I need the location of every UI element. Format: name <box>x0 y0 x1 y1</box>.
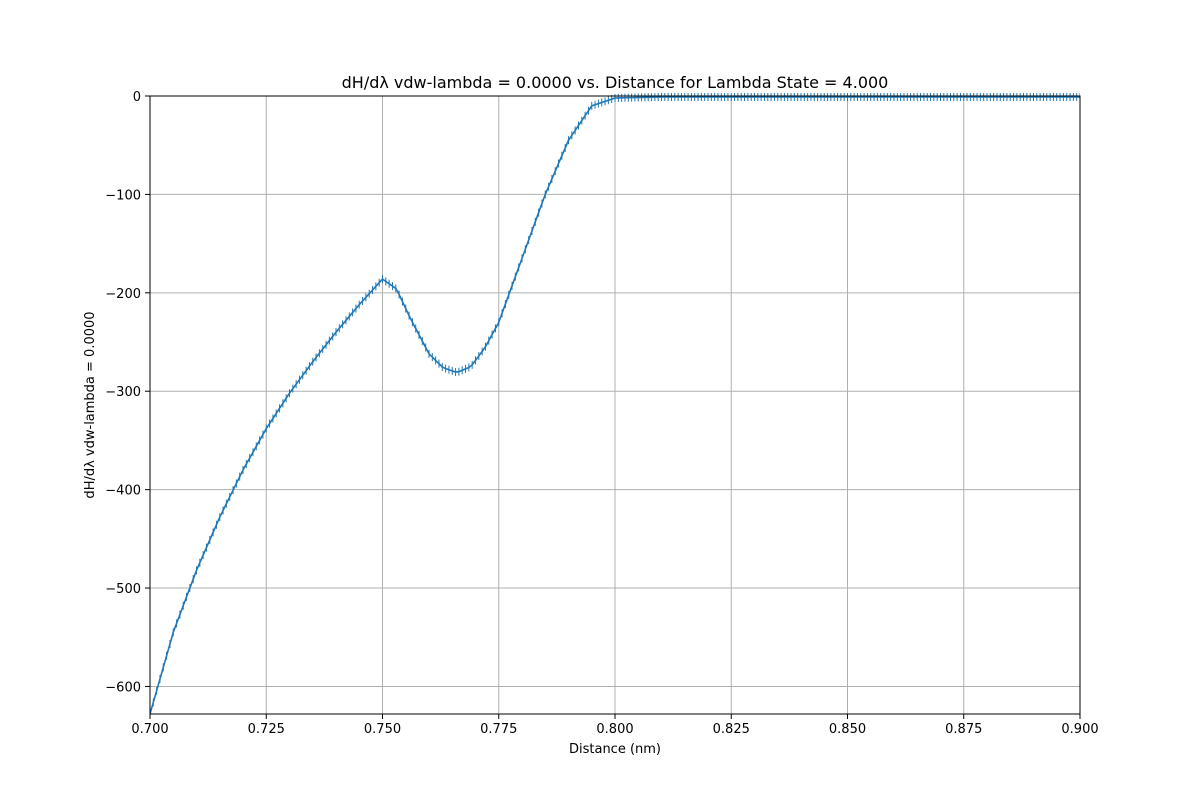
plot-frame <box>149 95 1081 715</box>
series-line <box>150 96 1080 714</box>
x-tick-label: 0.900 <box>1061 722 1098 737</box>
y-tick-label: −300 <box>105 385 141 400</box>
x-tick-label: 0.800 <box>596 722 633 737</box>
x-tick-label: 0.775 <box>480 722 517 737</box>
x-tick-label: 0.850 <box>829 722 866 737</box>
x-tick-label: 0.875 <box>945 722 982 737</box>
y-tick-label: 0 <box>133 90 141 105</box>
ticks: 0.700 0.725 0.750 0.775 0.800 0.825 0.850 0.875… <box>105 90 1098 737</box>
x-tick-label: 0.700 <box>131 722 168 737</box>
x-tick-label: 0.750 <box>364 722 401 737</box>
y-axis-label: dH/dλ vdw-lambda = 0.0000 <box>83 311 98 498</box>
x-tick-label: 0.825 <box>713 722 750 737</box>
y-tick-label: −100 <box>105 188 141 203</box>
x-axis-label: Distance (nm) <box>569 742 661 757</box>
grid <box>149 95 1081 714</box>
y-tick-label: −500 <box>105 582 141 597</box>
y-tick-label: −400 <box>105 484 141 499</box>
y-tick-label: −600 <box>105 680 141 695</box>
chart-title: dH/dλ vdw-lambda = 0.0000 vs. Distance f… <box>342 73 889 92</box>
series-group <box>150 93 1080 714</box>
x-tick-label: 0.725 <box>248 722 285 737</box>
series-layer <box>150 93 1080 714</box>
y-tick-label: −200 <box>105 287 141 302</box>
